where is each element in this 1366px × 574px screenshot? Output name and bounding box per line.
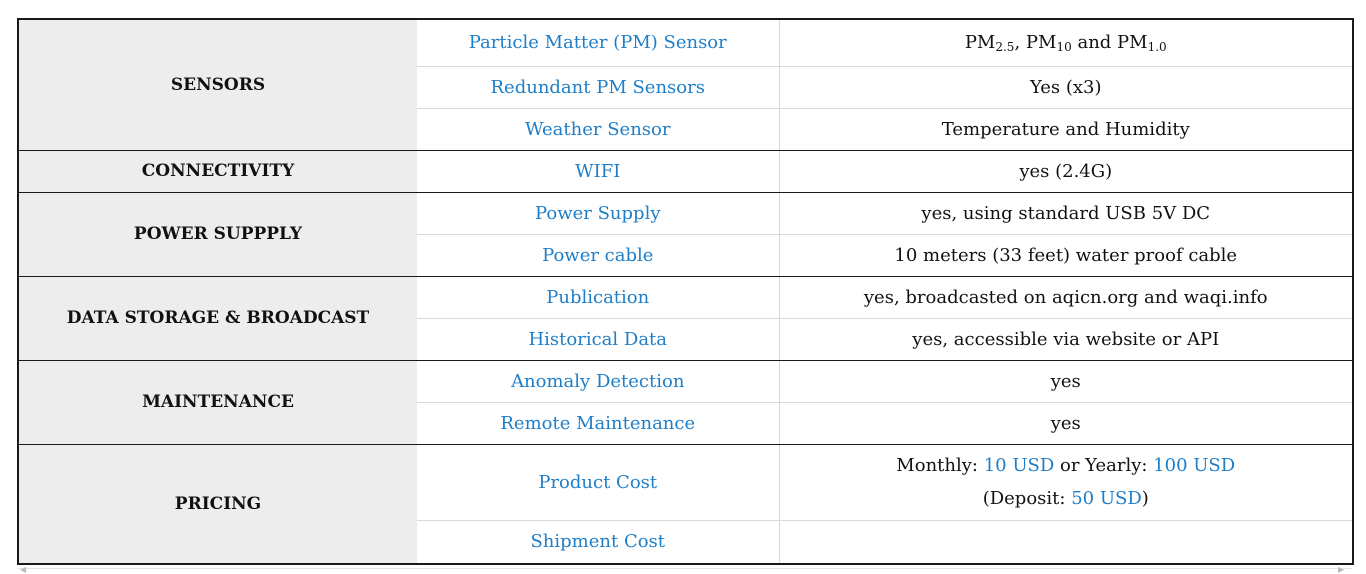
scroll-right-icon[interactable]: ▶ bbox=[1338, 565, 1345, 574]
feature-weather-sensor: Weather Sensor bbox=[417, 108, 780, 151]
specs-table: SENSORS Particle Matter (PM) Sensor PM2.… bbox=[17, 18, 1354, 565]
table-row: Shipment Cost bbox=[18, 520, 1353, 565]
pm10-sub: 10 bbox=[1056, 40, 1072, 55]
feature-power-cable: Power cable bbox=[417, 234, 780, 277]
feature-pm-sensor: Particle Matter (PM) Sensor bbox=[417, 19, 780, 67]
table-row: Redundant PM Sensors Yes (x3) bbox=[18, 66, 1353, 109]
table-row: Weather Sensor Temperature and Humidity bbox=[18, 108, 1353, 151]
pricing-line-2: (Deposit: 50 USD) bbox=[788, 482, 1345, 515]
value-historical-data: yes, accessible via website or API bbox=[779, 318, 1353, 361]
feature-historical-data: Historical Data bbox=[417, 318, 780, 361]
category-data-storage: DATA STORAGE & BROADCAST bbox=[18, 276, 417, 361]
table-row: SENSORS Particle Matter (PM) Sensor PM2.… bbox=[18, 19, 1353, 151]
deposit-close: ) bbox=[1141, 488, 1149, 509]
scroll-left-icon[interactable]: ◀ bbox=[20, 565, 27, 574]
value-redundant-pm: Yes (x3) bbox=[779, 66, 1353, 109]
category-connectivity: CONNECTIVITY bbox=[18, 150, 417, 193]
value-weather-sensor: Temperature and Humidity bbox=[779, 108, 1353, 151]
feature-redundant-pm: Redundant PM Sensors bbox=[417, 66, 780, 109]
value-power-supply: yes, using standard USB 5V DC bbox=[779, 192, 1353, 235]
deposit-price-link[interactable]: 50 USD bbox=[1071, 488, 1142, 509]
feature-publication: Publication bbox=[417, 276, 780, 319]
feature-product-cost: Product Cost bbox=[417, 444, 780, 521]
horizontal-scrollbar[interactable] bbox=[17, 568, 1352, 573]
value-anomaly-detection: yes bbox=[779, 360, 1353, 403]
value-wifi: yes (2.4G) bbox=[779, 150, 1353, 193]
feature-shipment-cost: Shipment Cost bbox=[417, 520, 780, 565]
pm-sep2: and PM bbox=[1071, 32, 1148, 54]
pricing-line-1: Monthly: 10 USD or Yearly: 100 USD bbox=[788, 449, 1345, 482]
yearly-price-link[interactable]: 100 USD bbox=[1153, 455, 1236, 476]
table-row: PRICING Product Cost Monthly: 10 USD or … bbox=[18, 444, 1353, 565]
monthly-label: Monthly: bbox=[896, 455, 984, 476]
table-row: Remote Maintenance yes bbox=[18, 402, 1353, 445]
table-row: CONNECTIVITY WIFI yes (2.4G) bbox=[18, 150, 1353, 193]
monthly-price-link[interactable]: 10 USD bbox=[983, 455, 1055, 476]
category-power: POWER SUPPPLY bbox=[18, 192, 417, 277]
pm1-sub: 1.0 bbox=[1147, 40, 1167, 55]
category-pricing: PRICING bbox=[18, 444, 417, 565]
table-row: POWER SUPPPLY Power Supply yes, using st… bbox=[18, 192, 1353, 277]
table-row: DATA STORAGE & BROADCAST Publication yes… bbox=[18, 276, 1353, 361]
value-product-cost: Monthly: 10 USD or Yearly: 100 USD (Depo… bbox=[779, 444, 1353, 521]
pm-sep1: , PM bbox=[1014, 32, 1057, 54]
table-row: MAINTENANCE Anomaly Detection yes bbox=[18, 360, 1353, 445]
value-publication: yes, broadcasted on aqicn.org and waqi.i… bbox=[779, 276, 1353, 319]
feature-anomaly-detection: Anomaly Detection bbox=[417, 360, 780, 403]
feature-remote-maintenance: Remote Maintenance bbox=[417, 402, 780, 445]
table-row: Power cable 10 meters (33 feet) water pr… bbox=[18, 234, 1353, 277]
category-maintenance: MAINTENANCE bbox=[18, 360, 417, 445]
value-pm-sensor: PM2.5, PM10 and PM1.0 bbox=[779, 19, 1353, 67]
value-power-cable: 10 meters (33 feet) water proof cable bbox=[779, 234, 1353, 277]
pm25-sub: 2.5 bbox=[995, 40, 1015, 55]
pm-text: PM bbox=[964, 32, 996, 54]
value-shipment-cost bbox=[779, 520, 1353, 565]
category-sensors: SENSORS bbox=[18, 19, 417, 151]
value-remote-maintenance: yes bbox=[779, 402, 1353, 445]
feature-power-supply: Power Supply bbox=[417, 192, 780, 235]
feature-wifi: WIFI bbox=[417, 150, 780, 193]
yearly-label: or Yearly: bbox=[1054, 455, 1154, 476]
table-row: Historical Data yes, accessible via webs… bbox=[18, 318, 1353, 361]
deposit-open: (Deposit: bbox=[982, 488, 1072, 509]
